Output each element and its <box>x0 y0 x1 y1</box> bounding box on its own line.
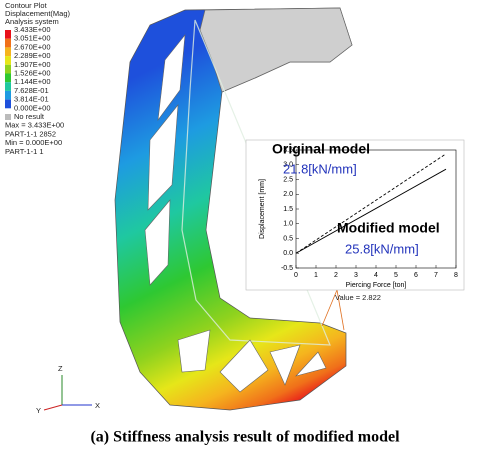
legend-swatch <box>5 56 11 65</box>
triad-x: X <box>95 401 100 410</box>
legend-swatch <box>5 65 11 74</box>
y-tick-label: 1.0 <box>283 221 293 228</box>
x-tick-label: 0 <box>294 272 298 279</box>
legend-swatch <box>5 30 11 39</box>
x-tick-label: 4 <box>374 272 378 279</box>
legend-min: Min = 0.000E+00 <box>5 138 62 147</box>
caption: (a) Stiffness analysis result of modifie… <box>90 429 400 446</box>
series-stiffness: 25.8[kN/mm] <box>345 241 419 256</box>
triad-z: Z <box>58 364 63 373</box>
series-stiffness: 21.8[kN/mm] <box>283 161 357 176</box>
legend-level: 7.628E-01 <box>14 86 49 95</box>
x-tick-label: 7 <box>434 272 438 279</box>
series-name: Original model <box>272 141 370 157</box>
legend-swatch <box>5 47 11 56</box>
x-tick-label: 3 <box>354 272 358 279</box>
legend-level: 3.433E+00 <box>14 25 51 34</box>
x-tick-label: 8 <box>454 272 458 279</box>
y-tick-label: -0.5 <box>281 265 293 272</box>
legend-level: 2.289E+00 <box>14 51 51 60</box>
legend-no-result-swatch <box>5 114 11 120</box>
legend-swatch <box>5 74 11 83</box>
y-tick-label: 1.5 <box>283 206 293 213</box>
y-axis-label: Displacement [mm] <box>259 179 266 239</box>
legend-swatch <box>5 100 11 109</box>
x-tick-label: 5 <box>394 272 398 279</box>
x-tick-label: 1 <box>314 272 318 279</box>
y-tick-label: 2.0 <box>283 191 293 198</box>
x-axis-label: Piercing Force [ton] <box>346 282 407 289</box>
triad <box>44 375 92 410</box>
legend-level: 3.051E+00 <box>14 34 51 43</box>
legend-max-part: PART-1-1 2852 <box>5 129 56 138</box>
figure: 5 Value = 2.822 Z Y X Contour Plot Displ… <box>0 0 490 461</box>
triad-y: Y <box>36 406 41 415</box>
legend-min-part: PART-1-1 1 <box>5 147 44 156</box>
y-tick-label: 2.5 <box>283 176 293 183</box>
probe-value: Value = 2.822 <box>335 293 381 302</box>
series-name: Modified model <box>337 220 440 236</box>
legend-level: 2.670E+00 <box>14 42 51 51</box>
legend-swatch <box>5 91 11 100</box>
legend-level: 3.814E-01 <box>14 95 49 104</box>
x-tick-label: 6 <box>414 272 418 279</box>
legend-swatch <box>5 39 11 48</box>
legend-max: Max = 3.433E+00 <box>5 121 64 130</box>
legend-level: 1.526E+00 <box>14 68 51 77</box>
legend-no-result: No result <box>14 112 45 121</box>
x-tick-label: 2 <box>334 272 338 279</box>
y-tick-label: 0.5 <box>283 235 293 242</box>
frame-top-block <box>200 8 352 92</box>
legend-level: 1.907E+00 <box>14 60 51 69</box>
legend-level: 0.000E+00 <box>14 103 51 112</box>
legend-level: 1.144E+00 <box>14 77 51 86</box>
legend-swatch <box>5 82 11 91</box>
y-tick-label: 0.0 <box>283 250 293 257</box>
